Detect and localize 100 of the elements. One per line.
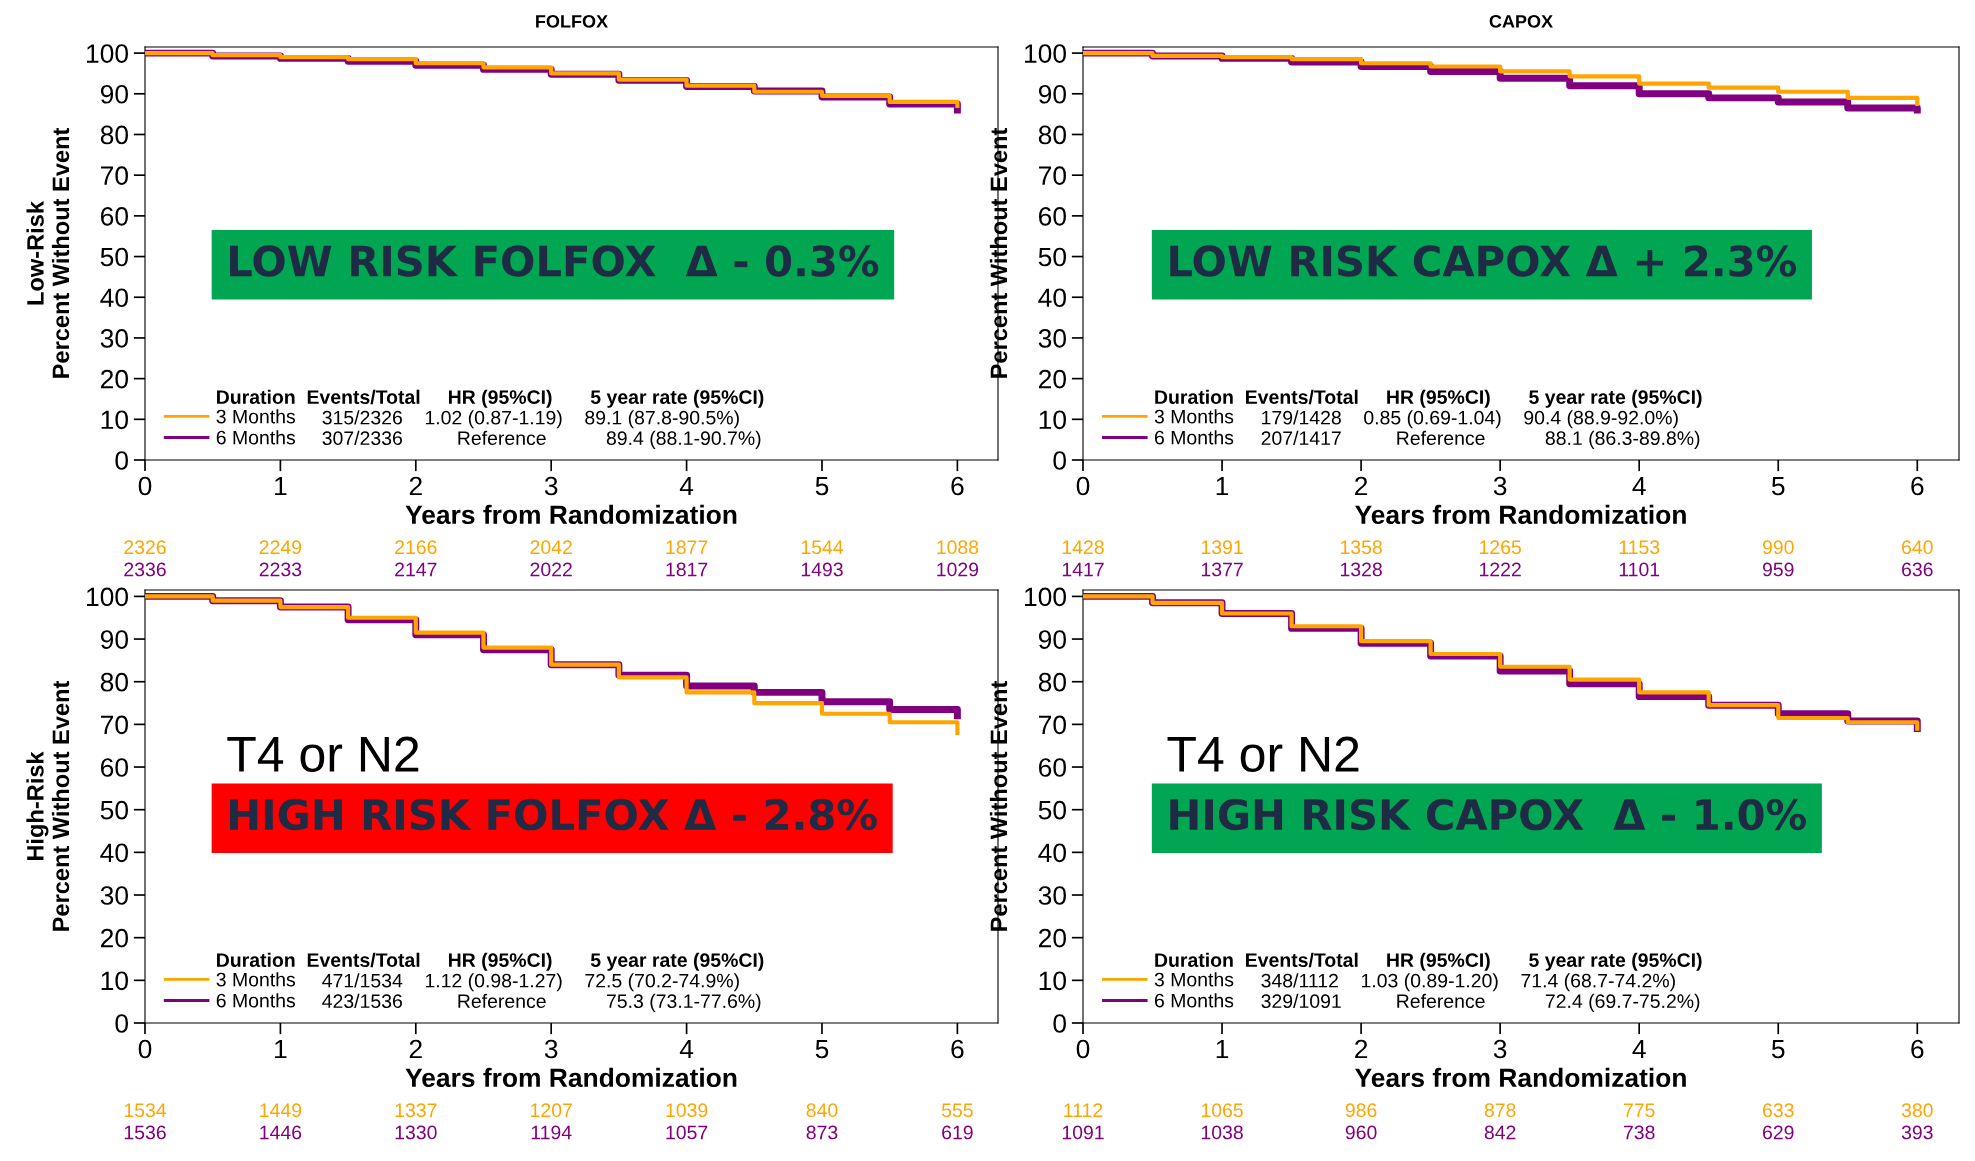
legend-label: 3 Months bbox=[1154, 972, 1234, 987]
y-tick-label: 80 bbox=[1038, 672, 1066, 692]
annotation: T4 or N2 bbox=[227, 736, 419, 772]
annotation: LOW RISK FOLFOX Δ - 0.3% bbox=[230, 245, 879, 277]
x-axis-title: Years from Randomization bbox=[405, 1067, 737, 1088]
x-tick-label: 2 bbox=[1355, 1039, 1368, 1059]
legend-label: 6 Months bbox=[1154, 430, 1234, 445]
annotation: HIGH RISK CAPOX Δ - 1.0% bbox=[1170, 798, 1806, 831]
text: 1428 1391 1358 1265 1153 990 640 bbox=[1062, 540, 1933, 555]
x-tick-label: 5 bbox=[815, 1039, 829, 1059]
x-tick-label: 2 bbox=[409, 476, 422, 496]
x-tick-label: 2 bbox=[409, 1039, 422, 1059]
text: 1417 1377 1328 1222 1101 959 636 bbox=[1062, 562, 1933, 577]
x-tick-label: 0 bbox=[138, 1039, 152, 1059]
y-axis-title: Percent Without Event bbox=[989, 680, 1008, 931]
x-tick-label: 4 bbox=[1632, 1039, 1646, 1059]
annotation: HIGH RISK FOLFOX Δ - 2.8% bbox=[230, 798, 877, 831]
y-tick-label: 20 bbox=[101, 928, 128, 948]
x-tick-label: 5 bbox=[1771, 1039, 1785, 1059]
y-tick-label: 20 bbox=[101, 369, 128, 389]
y-tick-label: 30 bbox=[1038, 886, 1066, 905]
legend-label: 6 Months bbox=[216, 993, 296, 1008]
text: 2326 2249 2166 2042 1877 1544 1088 bbox=[124, 540, 979, 555]
x-tick-label: 5 bbox=[815, 476, 829, 496]
annotation: Duration Events/Total HR (95%CI) 5 year rate (95%CI) bbox=[1155, 389, 1702, 408]
annotation: 207/1417 Reference 88.1 (86.3-89.8%) bbox=[1261, 430, 1700, 449]
y-tick-label: 20 bbox=[1039, 928, 1066, 948]
y-tick-label: 70 bbox=[1039, 715, 1066, 735]
text: 1534 1449 1337 1207 1039 840 555 bbox=[124, 1103, 973, 1118]
y-tick-label: 40 bbox=[100, 843, 128, 863]
y-tick-label: 40 bbox=[1038, 843, 1066, 863]
y-tick-label: 90 bbox=[100, 84, 128, 104]
y-axis-title: Low-Risk Percent Without Event bbox=[26, 127, 70, 378]
y-tick-label: 10 bbox=[1039, 410, 1066, 430]
y-tick-label: 0 bbox=[115, 1014, 128, 1033]
y-tick-label: 40 bbox=[100, 288, 128, 308]
x-tick-label: 6 bbox=[951, 476, 964, 496]
y-tick-label: 90 bbox=[1038, 84, 1066, 104]
y-tick-label: 60 bbox=[1039, 207, 1066, 226]
y-tick-label: 100 bbox=[87, 587, 128, 607]
x-tick-label: 3 bbox=[1493, 476, 1507, 496]
legend-label: 3 Months bbox=[216, 409, 296, 424]
y-tick-label: 90 bbox=[100, 630, 128, 649]
y-tick-label: 40 bbox=[1038, 288, 1066, 308]
y-tick-label: 30 bbox=[100, 886, 128, 905]
y-tick-label: 80 bbox=[100, 672, 128, 692]
text: 2336 2233 2147 2022 1817 1493 1029 bbox=[124, 562, 979, 577]
x-tick-label: 1 bbox=[275, 1039, 287, 1059]
y-tick-label: 30 bbox=[100, 329, 128, 348]
x-tick-label: 0 bbox=[138, 476, 152, 496]
y-axis-title: High-Risk Percent Without Event bbox=[26, 680, 70, 931]
y-tick-label: 80 bbox=[100, 125, 128, 145]
x-tick-label: 3 bbox=[544, 1039, 558, 1059]
x-axis-title: Years from Randomization bbox=[1355, 504, 1686, 525]
annotation: Duration Events/Total HR (95%CI) 5 year rate (95%CI) bbox=[217, 952, 764, 971]
text: 1112 1065 986 878 775 633 380 bbox=[1064, 1103, 1933, 1118]
legend-label: 3 Months bbox=[216, 972, 296, 987]
annotation: 329/1091 Reference 72.4 (69.7-75.2%) bbox=[1261, 993, 1700, 1012]
y-tick-label: 20 bbox=[1039, 369, 1066, 389]
y-tick-label: 100 bbox=[1025, 587, 1066, 607]
annotation: 307/2336 Reference 89.4 (88.1-90.7%) bbox=[322, 430, 761, 449]
y-tick-label: 100 bbox=[1025, 44, 1066, 63]
annotation: Duration Events/Total HR (95%CI) 5 year rate (95%CI) bbox=[1155, 952, 1702, 971]
y-axis-title: Percent Without Event bbox=[989, 127, 1008, 378]
x-tick-label: 3 bbox=[544, 476, 558, 496]
annotation: 315/2326 1.02 (0.87-1.19) 89.1 (87.8-90.5%) bbox=[322, 410, 739, 429]
legend-label: 6 Months bbox=[1154, 993, 1234, 1008]
annotation: LOW RISK CAPOX Δ + 2.3% bbox=[1170, 245, 1797, 277]
y-tick-label: 10 bbox=[1039, 971, 1066, 991]
y-tick-label: 30 bbox=[1038, 329, 1066, 348]
y-tick-label: 0 bbox=[1053, 1014, 1066, 1033]
y-tick-label: 50 bbox=[1038, 800, 1066, 820]
annotation: T4 or N2 bbox=[1167, 736, 1359, 772]
y-tick-label: 0 bbox=[1053, 451, 1066, 470]
x-tick-label: 6 bbox=[1911, 476, 1924, 496]
legend-label: 3 Months bbox=[1154, 409, 1234, 424]
x-tick-label: 1 bbox=[1216, 1039, 1229, 1059]
x-tick-label: 4 bbox=[1632, 476, 1646, 496]
x-tick-label: 2 bbox=[1355, 476, 1368, 496]
y-tick-label: 60 bbox=[101, 207, 128, 226]
x-tick-label: 1 bbox=[1216, 476, 1229, 496]
annotation: 423/1536 Reference 75.3 (73.1-77.6%) bbox=[322, 993, 761, 1012]
annotation: Duration Events/Total HR (95%CI) 5 year rate (95%CI) bbox=[217, 389, 764, 408]
annotation: 179/1428 0.85 (0.69-1.04) 90.4 (88.9-92.0%) bbox=[1262, 410, 1678, 429]
y-tick-label: 80 bbox=[1038, 125, 1066, 145]
x-tick-label: 1 bbox=[275, 476, 287, 496]
y-tick-label: 70 bbox=[101, 166, 128, 185]
x-tick-label: 6 bbox=[1911, 1039, 1924, 1059]
y-tick-label: 50 bbox=[1038, 247, 1066, 267]
y-tick-label: 10 bbox=[101, 410, 128, 430]
y-tick-label: 70 bbox=[1039, 166, 1066, 185]
annotation: 471/1534 1.12 (0.98-1.27) 72.5 (70.2-74.9%) bbox=[322, 973, 739, 992]
legend-label: 6 Months bbox=[216, 430, 296, 445]
x-tick-label: 5 bbox=[1771, 476, 1785, 496]
y-tick-label: 50 bbox=[100, 247, 128, 267]
y-tick-label: 60 bbox=[1039, 758, 1066, 777]
chart-title: CAPOX bbox=[1489, 14, 1553, 28]
x-tick-label: 6 bbox=[951, 1039, 964, 1059]
x-tick-label: 3 bbox=[1493, 1039, 1507, 1059]
x-tick-label: 4 bbox=[679, 1039, 694, 1059]
